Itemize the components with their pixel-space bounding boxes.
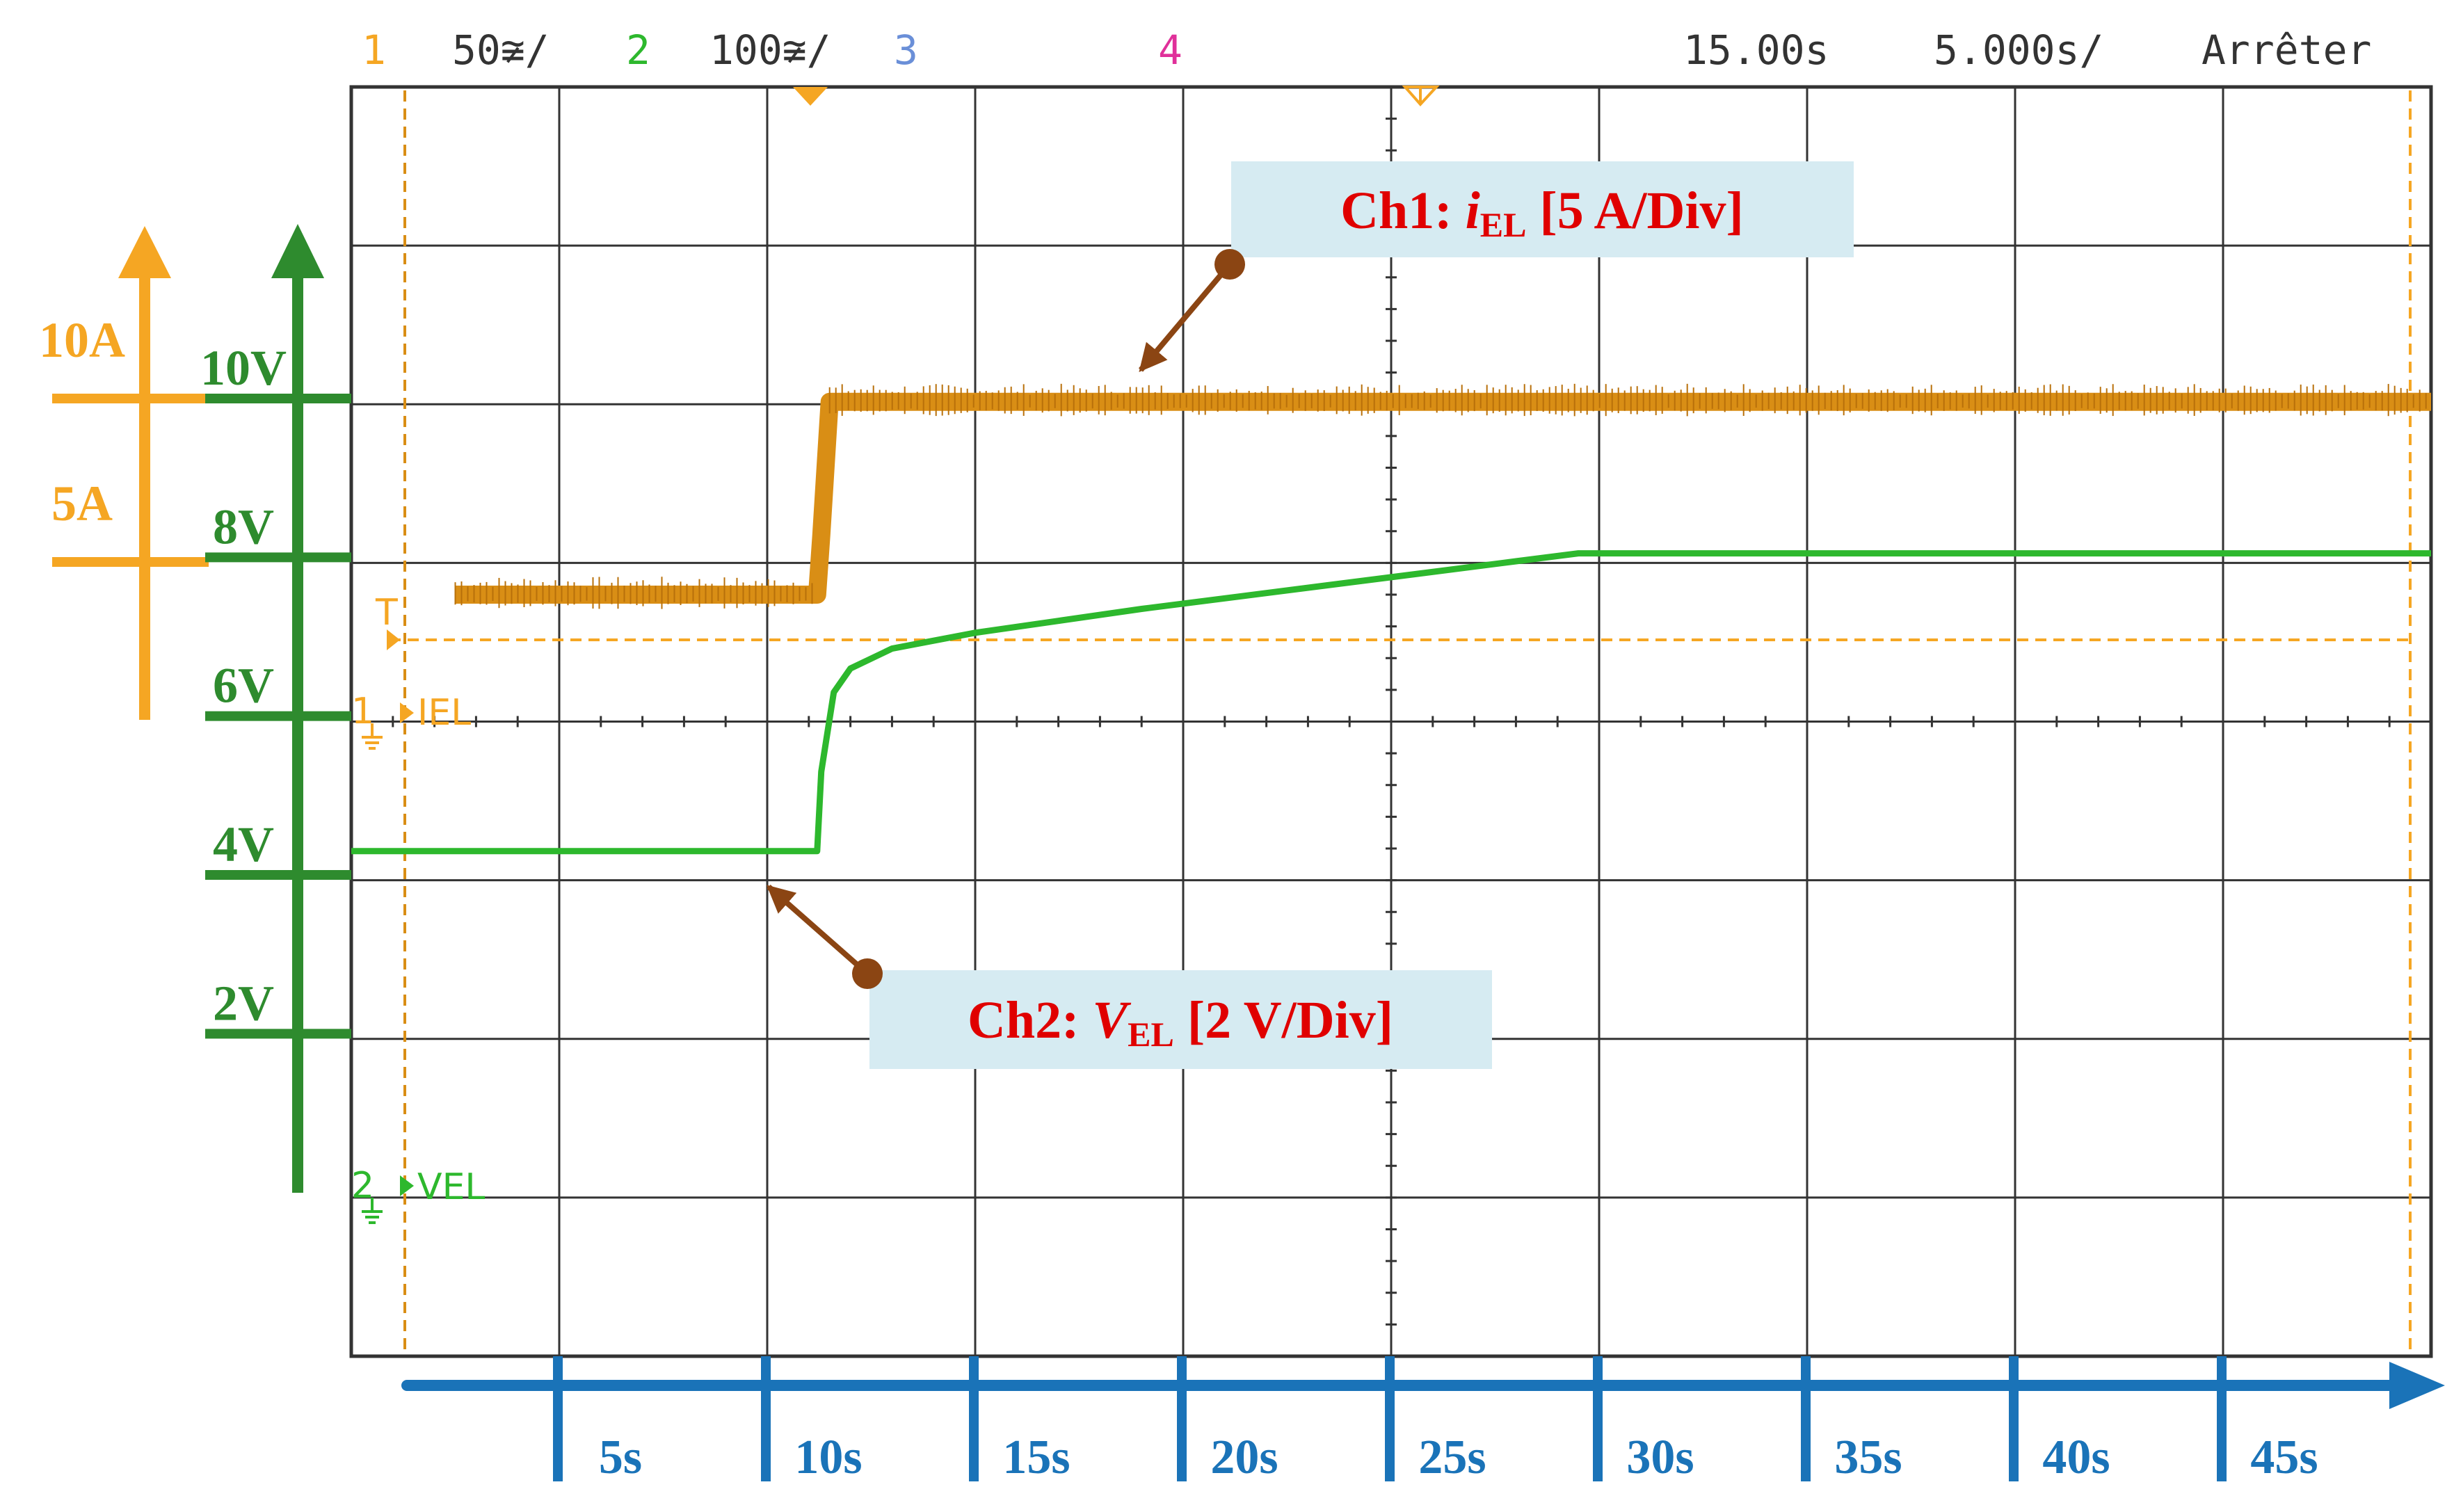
scope-grid xyxy=(350,86,2432,1358)
current-tick-label: 10A xyxy=(39,312,125,368)
time-tick-label: 20s xyxy=(1210,1431,1278,1484)
ch2-ground-arrow xyxy=(400,1175,414,1196)
ch1-callout-arrow xyxy=(1138,249,1245,373)
series-voltage-trace xyxy=(351,550,2431,855)
trigger-level-arrow xyxy=(387,629,400,650)
ch2-ground-marker: 2 xyxy=(351,1165,374,1207)
ch1-ref-label: IEL xyxy=(417,692,471,734)
time-tick-label: 5s xyxy=(599,1431,642,1484)
ch1-ground-icon xyxy=(362,723,383,750)
series-current-noise xyxy=(454,383,2427,609)
voltage-tick-label: 10V xyxy=(200,340,287,396)
time-reference-marker xyxy=(1402,86,1440,106)
ch1-callout: Ch1: iEL [5 A/Div] xyxy=(1231,161,1854,257)
ch2-number: 2 xyxy=(626,26,650,74)
current-axis-ticks: 10A 5A xyxy=(39,312,209,567)
time-axis xyxy=(401,1362,2445,1409)
time-tick-label: 45s xyxy=(2250,1431,2318,1484)
run-state: Arrêter xyxy=(2202,26,2371,74)
ch1-callout-text: Ch1: iEL [5 A/Div] xyxy=(1340,182,1744,244)
ch2-scale: 100≆/ xyxy=(709,26,831,74)
time-tick-label: 35s xyxy=(1834,1431,1902,1484)
ch1-number: 1 xyxy=(362,26,386,74)
voltage-axis-ticks: 10V 8V 6V 4V 2V xyxy=(200,340,351,1039)
timebase: 5.000s/ xyxy=(1934,26,2103,74)
ch2-callout-text: Ch2: VEL [2 V/Div] xyxy=(968,991,1393,1054)
time-axis-ticks: 5s 10s 15s 20s 25s 30s 35s 40s 45s xyxy=(553,1356,2318,1484)
ch2-ref-label: VEL xyxy=(417,1166,485,1208)
time-tick-label: 25s xyxy=(1418,1431,1486,1484)
ch4-number: 4 xyxy=(1158,26,1182,74)
ch1-ground-marker: 1 xyxy=(351,691,374,732)
ch2-callout: Ch2: VEL [2 V/Div] xyxy=(869,970,1492,1069)
ch3-number: 3 xyxy=(894,26,918,74)
time-tick-label: 30s xyxy=(1626,1431,1694,1484)
time-tick-label: 40s xyxy=(2042,1431,2110,1484)
ch1-scale: 50≆/ xyxy=(452,26,550,74)
series-current-trace xyxy=(455,392,2431,604)
current-axis xyxy=(118,226,171,720)
voltage-tick-label: 8V xyxy=(213,499,274,554)
voltage-tick-label: 4V xyxy=(213,817,274,872)
ch2-ground-icon xyxy=(362,1198,383,1224)
trigger-delay: 15.00s xyxy=(1683,26,1829,74)
time-tick-label: 10s xyxy=(794,1431,862,1484)
voltage-tick-label: 2V xyxy=(213,975,274,1031)
trigger-position-marker xyxy=(793,87,828,106)
ch2-callout-arrow xyxy=(766,884,883,989)
trigger-level-label: T xyxy=(375,592,398,634)
time-tick-label: 15s xyxy=(1002,1431,1070,1484)
current-tick-label: 5A xyxy=(51,476,113,531)
voltage-tick-label: 6V xyxy=(213,658,274,714)
ch1-ground-arrow xyxy=(400,702,414,723)
scope-header: 1 50≆/ 2 100≆/ 3 4 15.00s 5.000s/ Arrête… xyxy=(362,26,2371,74)
